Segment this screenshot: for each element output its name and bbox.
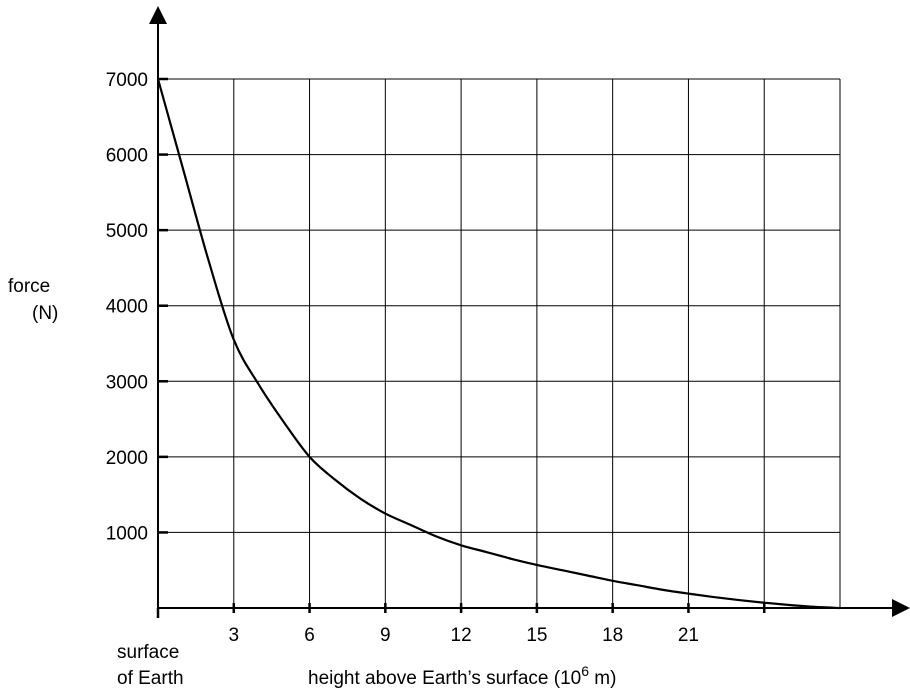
x-tick-label: 15 [526,625,547,646]
y-tick-label: 7000 [106,70,148,91]
x-axis-label-suffix: m) [589,668,616,689]
y-tick-label: 2000 [106,448,148,469]
x-axis-label-superscript: 6 [581,663,589,679]
y-axis-label-line2: (N) [32,303,58,324]
x-tick-label: 6 [304,625,315,646]
x-tick-label: 21 [678,625,699,646]
x-origin-label-line1: surface [117,642,179,663]
ticks: 1000 2000 3000 4000 5000 6000 7000 3 6 9 12 15 18 21 [106,70,766,646]
x-origin-label-line2: of Earth [117,668,184,689]
y-axis-arrow [149,6,167,24]
curve-group [156,78,841,610]
labels: force (N) surface of Earth height above … [8,276,616,689]
y-tick-label: 5000 [106,221,148,242]
x-tick-label: 18 [602,625,623,646]
y-tick-label: 1000 [106,523,148,544]
x-tick-label: 9 [380,625,391,646]
y-axis-label-line1: force [8,276,50,297]
axes [149,6,910,617]
y-tick-label: 6000 [106,146,148,167]
force-curve [156,78,841,610]
y-tick-label: 3000 [106,372,148,393]
grid [158,78,841,608]
x-tick-label: 12 [451,625,472,646]
y-tick-label: 4000 [106,297,148,318]
x-axis-label-prefix: height above Earth’s surface (10 [308,668,581,689]
x-tick-label: 3 [228,625,239,646]
x-axis-arrow [892,599,910,617]
x-axis-label: height above Earth’s surface (106 m) [308,663,616,689]
